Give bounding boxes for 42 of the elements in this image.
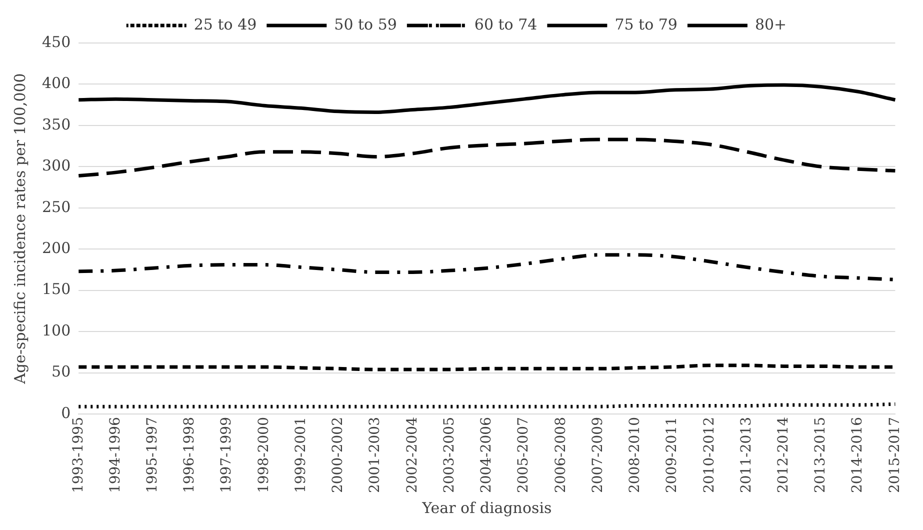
line-series (76, 138, 897, 178)
x-tick-label: 2010-2012 (701, 417, 718, 494)
x-tick-label: 2001-2003 (367, 417, 384, 494)
y-axis-title: Age-specific incidence rates per 100,000 (10, 73, 29, 385)
y-tick-label: 0 (61, 404, 71, 422)
x-tick-label: 2008-2010 (627, 417, 644, 494)
x-tick-label: 1993-1995 (70, 417, 86, 494)
y-tick-label: 250 (42, 198, 71, 216)
x-tick-label: 2005-2007 (516, 417, 532, 494)
legend-label: 80+ (754, 15, 787, 34)
legend-label: 60 to 74 (474, 15, 538, 34)
legend-label: 25 to 49 (194, 15, 257, 34)
y-tick-label: 400 (42, 74, 71, 92)
x-tick-label: 2011-2013 (738, 417, 754, 494)
x-axis-title: Year of diagnosis (421, 498, 552, 517)
x-tick-label: 2006-2008 (552, 417, 569, 494)
y-tick-label: 450 (42, 32, 71, 51)
y-tick-label: 300 (42, 156, 71, 175)
y-tick-label: 350 (42, 115, 71, 134)
x-tick-label: 1999-2001 (292, 417, 309, 494)
x-tick-label: 2000-2002 (330, 417, 346, 494)
x-tick-label: 1996-1998 (182, 417, 198, 494)
y-tick-label: 100 (42, 321, 71, 340)
x-tick-label: 2015-2017 (886, 417, 903, 494)
legend-label: 50 to 59 (334, 15, 397, 34)
x-tick-label: 1995-1997 (144, 417, 161, 494)
x-tick-label: 2009-2011 (664, 417, 680, 494)
y-tick-label: 200 (42, 239, 71, 258)
x-tick-label: 2013-2015 (812, 417, 829, 494)
x-tick-label: 2004-2006 (478, 416, 495, 494)
y-tick-label: 50 (52, 362, 71, 381)
x-tick-label: 1997-1999 (218, 417, 235, 494)
y-tick-label: 150 (42, 280, 71, 298)
x-tick-label: 2003-2005 (441, 417, 458, 494)
x-tick-label: 1998-2000 (256, 417, 272, 494)
x-tick-label: 2014-2016 (850, 416, 866, 494)
x-tick-label: 2002-2004 (404, 416, 420, 494)
x-tick-label: 2012-2014 (775, 416, 792, 494)
x-tick-label: 2007-2009 (590, 417, 606, 494)
x-tick-label: 1994-1996 (107, 416, 124, 494)
legend-label: 75 to 79 (614, 15, 678, 34)
line-series (76, 83, 897, 114)
